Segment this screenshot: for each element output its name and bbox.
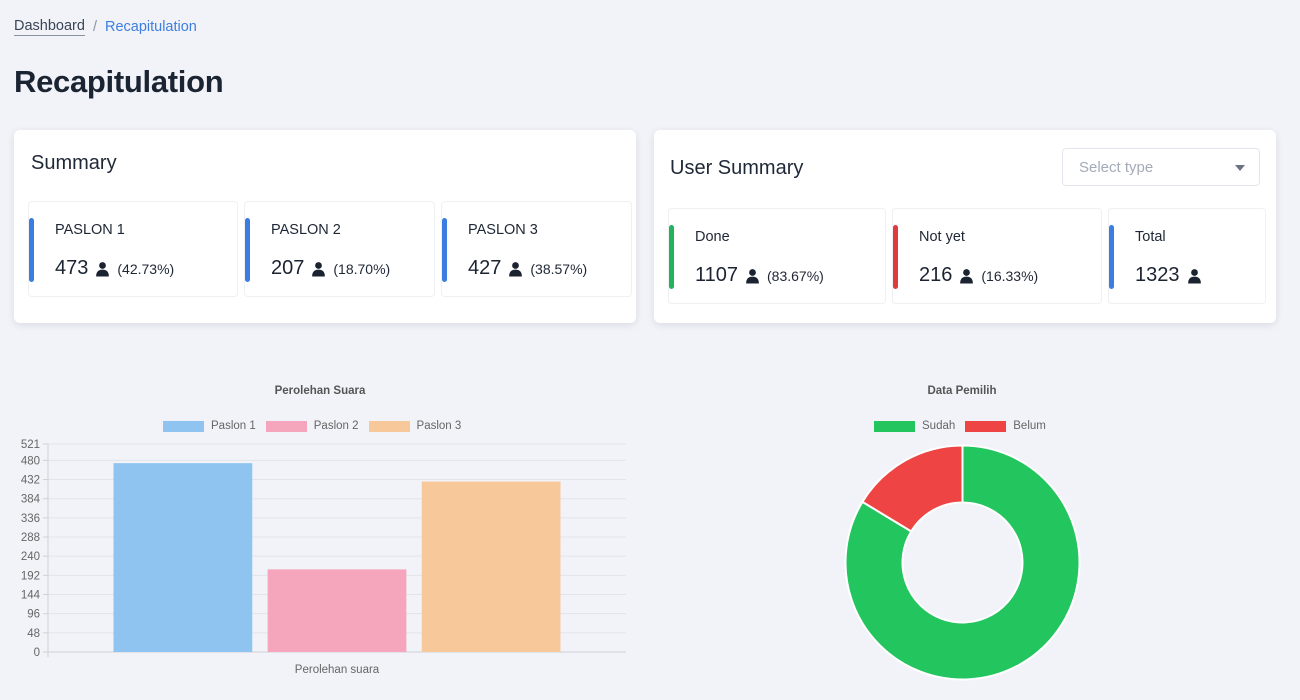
stat-value: 1323 (1135, 264, 1180, 286)
stat-percent: (38.57%) (530, 260, 588, 277)
summary-card: Summary PASLON 1 473 (42.73%) PASLON 2 2… (14, 130, 636, 323)
type-select-placeholder: Select type (1079, 159, 1154, 176)
doughnut-chart-legend: Sudah Belum (874, 420, 1046, 432)
y-tick-label: 480 (21, 455, 40, 467)
summary-title: Summary (31, 152, 117, 174)
page-title: Recapitulation (14, 64, 224, 99)
legend-swatch (368, 420, 410, 432)
legend-label: Paslon 2 (313, 420, 359, 432)
stat-accent-bar (669, 225, 674, 289)
legend-label: Paslon 1 (211, 420, 256, 432)
doughnut-chart (844, 444, 1081, 681)
stat-total: Total 1323 (1108, 208, 1266, 304)
stat-label: PASLON 2 (271, 222, 341, 238)
y-tick-label: 48 (27, 628, 40, 640)
stat-label: PASLON 1 (55, 222, 125, 238)
doughnut-chart-title: Data Pemilih (927, 385, 997, 397)
y-tick-label: 0 (34, 647, 40, 659)
person-icon (960, 268, 974, 283)
y-tick-label: 521 (21, 439, 40, 451)
bar-chart: 0 48 96 144 192 240 288 336 384 432 480 521 Peroleha… (21, 439, 626, 676)
y-tick-label: 144 (21, 590, 41, 602)
breadcrumb-dashboard-link[interactable]: Dashboard (14, 18, 85, 36)
stat-percent: (18.70%) (333, 260, 391, 277)
summary-stats: PASLON 1 473 (42.73%) PASLON 2 207 (18.7… (28, 201, 632, 297)
legend-item-paslon-1[interactable]: Paslon 1 (163, 420, 256, 432)
y-tick-label: 336 (21, 513, 40, 525)
legend-swatch (163, 420, 204, 432)
user-summary-title: User Summary (670, 157, 804, 179)
stat-paslon-2: PASLON 2 207 (18.70%) (244, 201, 435, 297)
stat-value: 1107 (695, 264, 739, 286)
legend-item-sudah[interactable]: Sudah (874, 420, 955, 432)
stat-not-yet: Not yet 216 (16.33%) (892, 208, 1102, 304)
legend-label: Paslon 3 (416, 420, 462, 432)
stat-accent-bar (29, 218, 34, 282)
y-tick-label: 432 (21, 475, 40, 487)
legend-label: Sudah (922, 420, 956, 432)
legend-swatch (265, 420, 307, 432)
user-stats: Done 1107 (83.67%) Not yet 216 (16.33%) … (668, 208, 1266, 304)
stat-accent-bar (1109, 225, 1114, 289)
bar-paslon-1 (113, 463, 253, 652)
y-tick-label: 240 (21, 551, 40, 563)
breadcrumb-current: Recapitulation (104, 19, 197, 35)
stat-label: PASLON 3 (468, 222, 538, 238)
person-icon (312, 261, 326, 276)
stat-accent-bar (442, 218, 447, 282)
doughnut-slice-belum (861, 444, 964, 533)
stat-percent: (42.73%) (117, 260, 175, 277)
stat-percent: (83.67%) (767, 267, 824, 284)
person-icon (1187, 268, 1201, 283)
type-select[interactable]: Select type (1062, 148, 1260, 186)
legend-swatch (965, 420, 1007, 432)
legend-item-paslon-3[interactable]: Paslon 3 (368, 420, 462, 432)
y-tick-label: 192 (21, 570, 40, 582)
bar-paslon-3 (421, 481, 561, 652)
stat-label: Total (1135, 229, 1166, 245)
person-icon (509, 261, 523, 276)
stat-accent-bar (245, 218, 250, 282)
bar-chart-title: Perolehan Suara (274, 385, 366, 397)
legend-label: Belum (1013, 420, 1046, 432)
stat-accent-bar (893, 225, 898, 289)
person-icon (96, 261, 110, 276)
bar-chart-legend: Paslon 1 Paslon 2 Paslon 3 (163, 420, 461, 432)
legend-item-paslon-2[interactable]: Paslon 2 (265, 420, 359, 432)
stat-value: 427 (468, 257, 502, 279)
stat-value: 216 (919, 264, 953, 286)
y-tick-label: 96 (27, 609, 40, 621)
stat-done: Done 1107 (83.67%) (668, 208, 886, 304)
stat-value: 207 (271, 257, 305, 279)
stat-label: Not yet (919, 229, 965, 245)
breadcrumb-separator: / (92, 19, 97, 35)
legend-swatch (874, 420, 915, 432)
y-tick-label: 288 (21, 532, 40, 544)
stat-paslon-3: PASLON 3 427 (38.57%) (441, 201, 632, 297)
person-icon (746, 268, 759, 283)
stat-percent: (16.33%) (981, 267, 1039, 284)
breadcrumb: Dashboard / Recapitulation (14, 18, 197, 36)
stat-value: 473 (55, 257, 89, 279)
x-tick-label: Perolehan suara (295, 664, 380, 676)
user-summary-card: User Summary Select type Done 1107 (83.6… (654, 130, 1276, 323)
legend-item-belum[interactable]: Belum (965, 420, 1046, 432)
bar-paslon-2 (267, 569, 407, 652)
y-tick-label: 384 (21, 494, 41, 506)
doughnut-slice-sudah (844, 444, 1081, 681)
stat-paslon-1: PASLON 1 473 (42.73%) (28, 201, 238, 297)
caret-down-icon (1235, 165, 1245, 171)
stat-label: Done (695, 229, 730, 245)
